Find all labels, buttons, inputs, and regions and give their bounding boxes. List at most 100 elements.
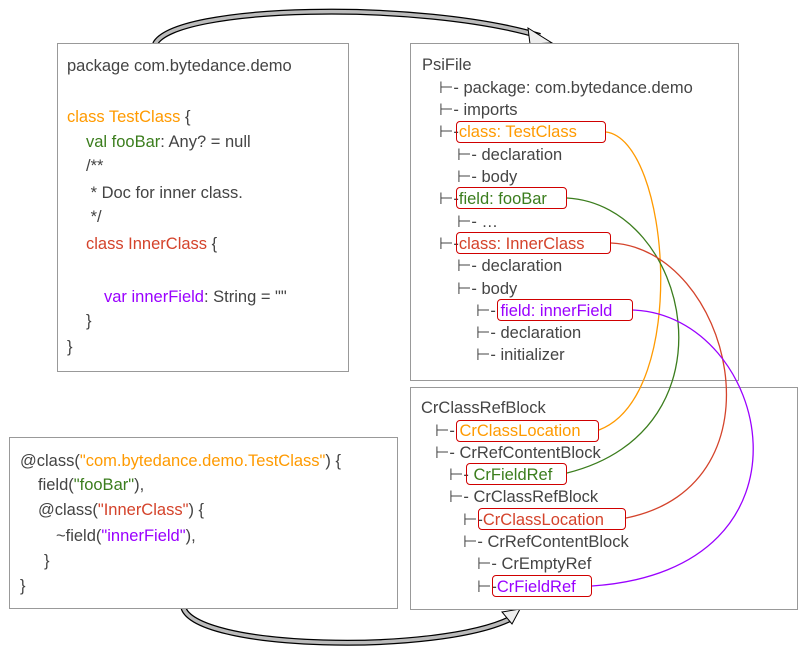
test-class-keyword: class TestClass <box>67 108 181 126</box>
node-label: declaration <box>500 324 582 342</box>
node-label: @class( <box>38 501 98 519</box>
cr-node: ⊢- CrClassRefBlock <box>449 487 598 507</box>
cr-node-field-ref: ⊢- CrFieldRef <box>449 465 552 485</box>
dsl-line-field: field("fooBar"), <box>38 475 144 495</box>
brace: { <box>180 108 191 126</box>
node-label: field( <box>38 476 74 494</box>
psi-node-inner-class: ⊢-class: InnerClass <box>439 234 585 254</box>
node-label: body <box>481 280 518 298</box>
node-label: ) { <box>188 501 205 519</box>
node-label: ) { <box>325 452 342 470</box>
node-label: package: com.bytedance.demo <box>463 79 693 97</box>
psi-node-test-class: ⊢-class: TestClass <box>439 122 577 142</box>
psi-node: ⊢- body <box>457 167 517 187</box>
highlight-psi-test-class <box>456 121 606 143</box>
close-outer: } <box>67 338 73 356</box>
node-label: declaration <box>481 257 563 275</box>
branch-glyph: ⊢- <box>439 79 459 97</box>
psi-root: PsiFile <box>422 56 472 74</box>
node-label: ), <box>134 476 145 494</box>
branch-glyph: ⊢- <box>457 168 477 186</box>
branch-glyph: ⊢- <box>463 511 483 529</box>
dsl-source-box: @class("com.bytedance.demo.TestClass") {… <box>9 437 398 609</box>
cr-node-inner-class-location: ⊢-CrClassLocation <box>463 510 604 530</box>
branch-glyph: ⊢- <box>439 190 459 208</box>
node-label: ~field( <box>56 527 102 545</box>
highlight-cr-inner-field-ref <box>492 575 592 597</box>
psi-node: ⊢- body <box>457 279 517 299</box>
node-label: CrRefContentBlock <box>459 444 601 462</box>
branch-glyph: ⊢- <box>476 302 496 320</box>
inner-class-decl: class InnerClass <box>86 235 208 253</box>
node-label: class: TestClass <box>458 123 577 141</box>
node-label: CrRefContentBlock <box>487 533 629 551</box>
psi-node: ⊢- declaration <box>476 323 581 343</box>
node-label: CrClassLocation <box>482 511 604 529</box>
brace: { <box>207 235 218 253</box>
dsl-close-outer: } <box>20 577 26 595</box>
var-line: var innerField: String = "" <box>104 287 287 307</box>
node-label: "innerField" <box>101 527 186 545</box>
node-label: @class( <box>20 452 80 470</box>
branch-glyph: ⊢- <box>457 280 477 298</box>
node-label: field: fooBar <box>458 190 547 208</box>
psi-node: ⊢- declaration <box>457 145 562 165</box>
inner-class-line: class InnerClass { <box>86 234 217 254</box>
psi-node: ⊢- declaration <box>457 256 562 276</box>
branch-glyph: ⊢- <box>449 466 469 484</box>
dsl-line-inner-class: @class("InnerClass") { <box>38 500 204 520</box>
highlight-cr-inner-class-location <box>478 508 626 530</box>
branch-glyph: ⊢- <box>449 488 469 506</box>
close-inner: } <box>86 312 92 330</box>
branch-glyph: ⊢- <box>463 533 483 551</box>
doc-text: * Doc for inner class. <box>86 184 243 202</box>
node-label: declaration <box>481 146 563 164</box>
branch-glyph: ⊢- <box>435 444 455 462</box>
branch-glyph: ⊢- <box>439 235 459 253</box>
cr-node-class-location: ⊢- CrClassLocation <box>435 421 581 441</box>
node-label: CrFieldRef <box>473 466 553 484</box>
highlight-cr-class-location <box>456 420 599 442</box>
dsl-line-inner-field: ~field("innerField"), <box>56 526 196 546</box>
psi-node-foo-bar: ⊢-field: fooBar <box>439 189 547 209</box>
node-label: ), <box>185 527 196 545</box>
node-label: "fooBar" <box>73 476 135 494</box>
dsl-close-inner: } <box>44 552 50 570</box>
node-label: "com.bytedance.demo.TestClass" <box>79 452 326 470</box>
cr-root: CrClassRefBlock <box>421 399 546 417</box>
var-type: : String = "" <box>203 288 287 306</box>
node-label: CrFieldRef <box>496 578 576 596</box>
cr-node: ⊢- CrRefContentBlock <box>463 532 629 552</box>
branch-glyph: ⊢- <box>439 123 459 141</box>
psi-tree-box: PsiFile ⊢- package: com.bytedance.demo ⊢… <box>410 43 739 381</box>
val-line: val fooBar: Any? = null <box>86 132 251 152</box>
highlight-cr-field-ref <box>466 463 567 485</box>
inner-field-decl: var innerField <box>104 288 204 306</box>
cr-node: ⊢- CrRefContentBlock <box>435 443 601 463</box>
psi-node: ⊢- imports <box>439 100 518 120</box>
branch-glyph: ⊢- <box>457 213 477 231</box>
node-label: CrClassLocation <box>459 422 581 440</box>
branch-glyph: ⊢- <box>477 578 497 596</box>
branch-glyph: ⊢- <box>457 146 477 164</box>
kotlin-source-box: package com.bytedance.demo class TestCla… <box>57 43 349 372</box>
node-label: CrEmptyRef <box>501 555 592 573</box>
node-label: imports <box>463 101 518 119</box>
psi-node: ⊢- … <box>457 212 498 232</box>
branch-glyph: ⊢- <box>439 101 459 119</box>
dsl-line-class: @class("com.bytedance.demo.TestClass") { <box>20 451 341 471</box>
branch-glyph: ⊢- <box>477 555 497 573</box>
class-decl-line: class TestClass { <box>67 107 191 127</box>
branch-glyph: ⊢- <box>476 346 496 364</box>
highlight-psi-foo-bar <box>456 187 567 209</box>
node-label: "InnerClass" <box>97 501 189 519</box>
node-label: initializer <box>500 346 565 364</box>
package-line: package com.bytedance.demo <box>67 57 292 75</box>
psi-node: ⊢- package: com.bytedance.demo <box>439 78 693 98</box>
arrow-source-to-psi <box>152 8 554 46</box>
branch-glyph: ⊢- <box>476 324 496 342</box>
val-type: : Any? = null <box>160 133 251 151</box>
cr-node-inner-field-ref: ⊢-CrFieldRef <box>477 577 576 597</box>
node-label: body <box>481 168 518 186</box>
